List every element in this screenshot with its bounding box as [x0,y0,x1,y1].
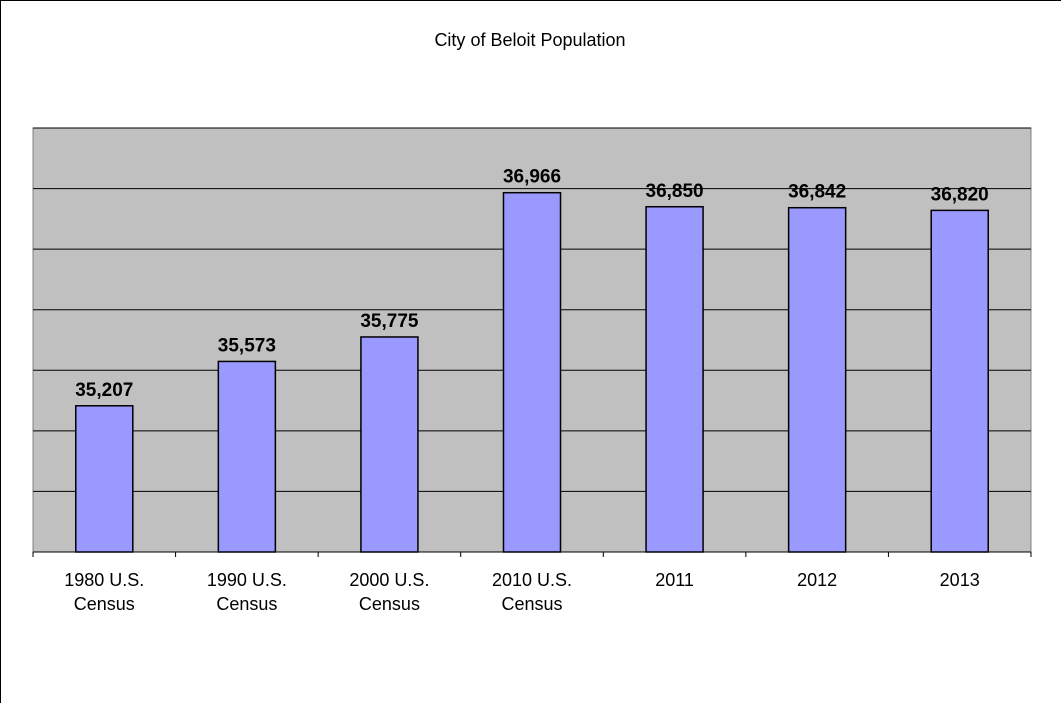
x-tick-label: 2010 U.S. Census [491,570,573,614]
bar [217,360,277,553]
data-label: 35,573 [218,335,276,356]
bar [645,205,704,553]
bar [787,206,847,553]
chart-title: City of Beloit Population [434,30,625,50]
bar [75,405,134,553]
data-label: 36,842 [788,182,846,203]
bar [502,191,562,553]
x-tick-label: 2011 [655,570,694,590]
x-tick-label: 1980 U.S. Census [64,570,145,614]
data-label: 36,850 [646,181,704,202]
x-tick-label: 1990 U.S. Census [206,570,287,614]
x-tick-label: 2013 [939,570,980,590]
data-label: 36,820 [931,184,989,205]
bar [360,336,419,553]
bar [930,209,989,553]
data-label: 35,775 [360,311,419,332]
data-label: 36,966 [503,167,561,188]
x-tick-label: 2000 U.S. Census [349,570,430,614]
data-label: 35,207 [75,380,133,401]
x-tick-label: 2012 [797,570,838,590]
